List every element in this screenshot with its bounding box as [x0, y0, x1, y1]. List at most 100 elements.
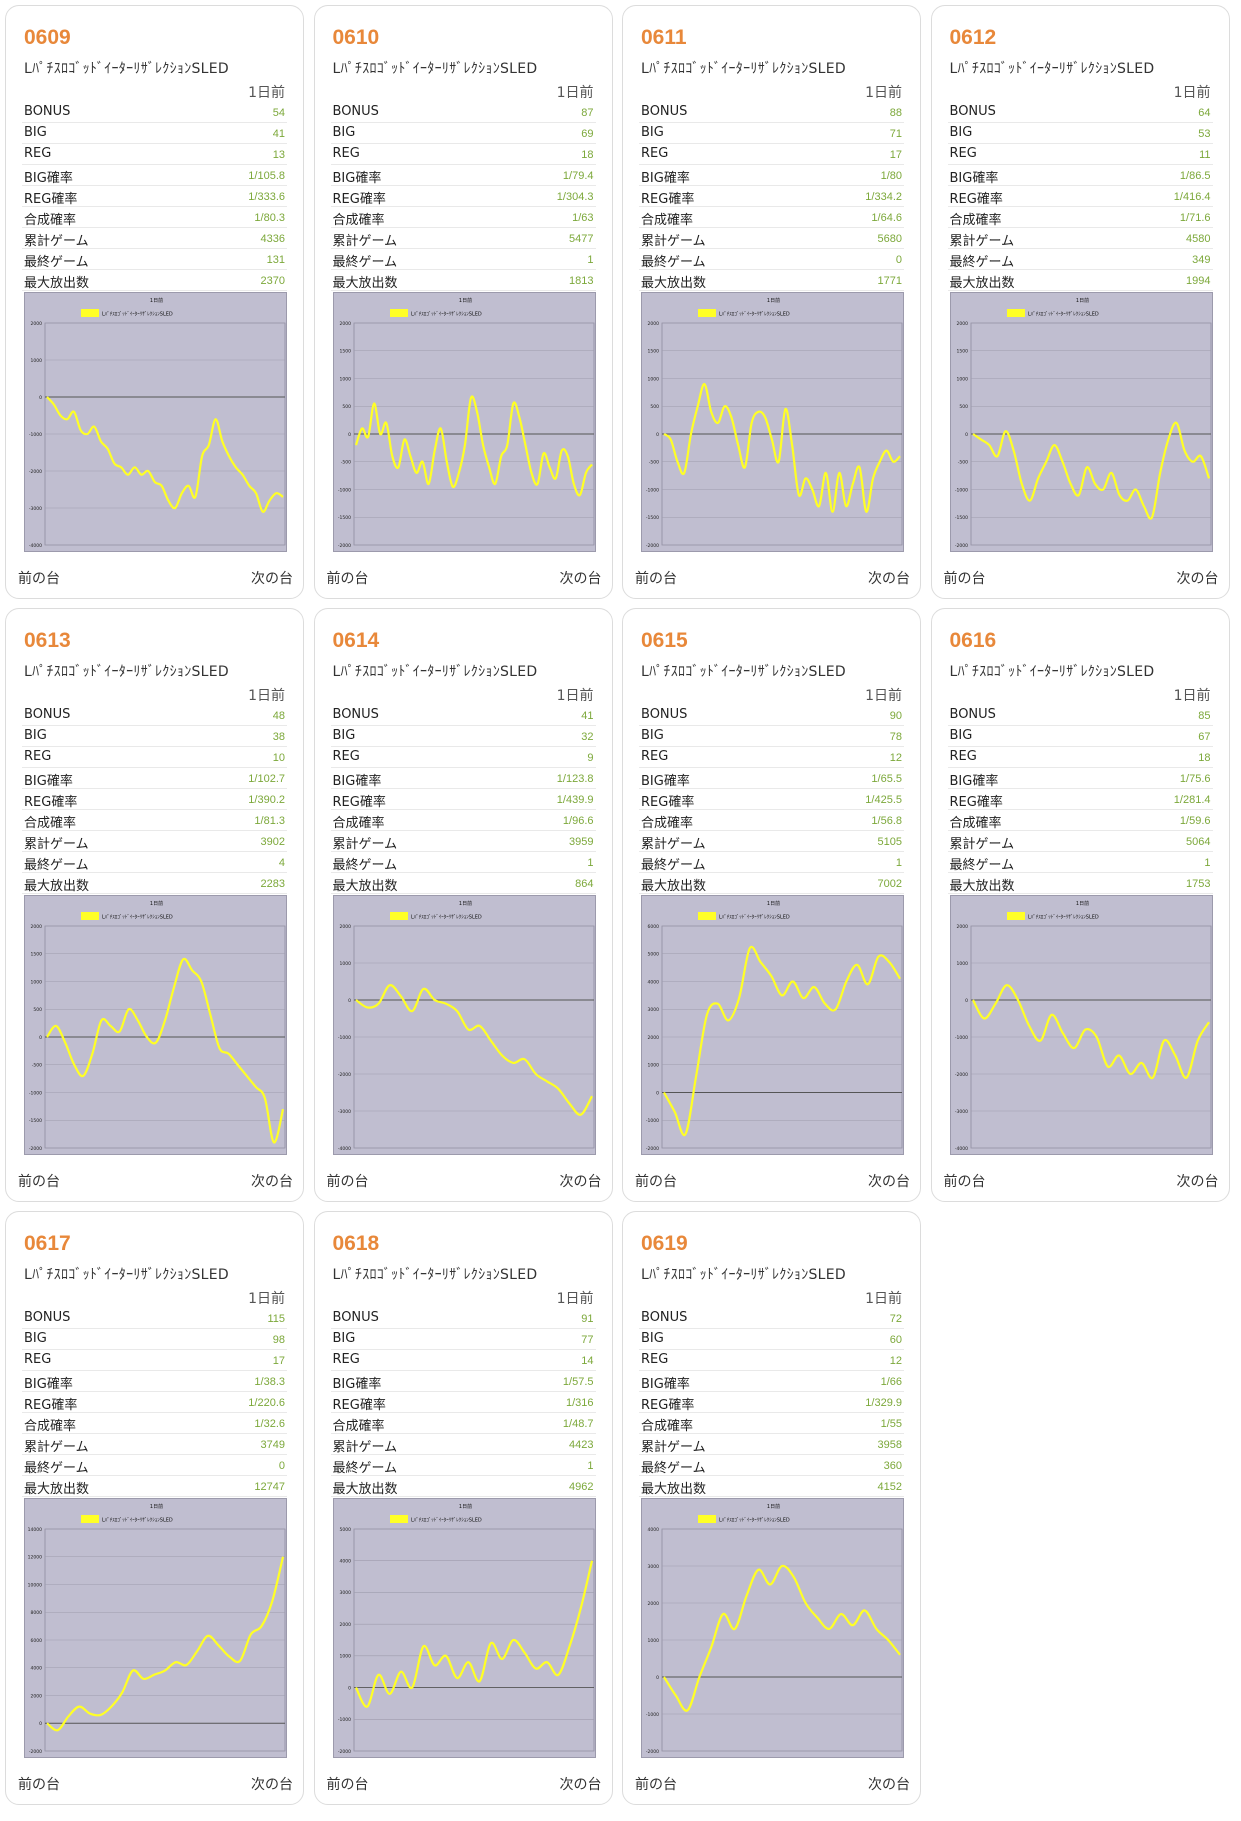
y-tick-label: 0: [39, 1035, 42, 1041]
stat-row-reg-rate: REG確率 1/416.4: [947, 186, 1213, 207]
machine-card[interactable]: 0609 LﾊﾟﾁｽﾛｺﾞｯﾄﾞｲｰﾀｰﾘｻﾞﾚｸｼｮﾝSLED 1日前 BONUS 5…: [5, 5, 304, 599]
next-machine-link[interactable]: 次の台: [559, 571, 602, 587]
y-tick-label: 2000: [956, 924, 968, 930]
stat-label: REG: [949, 146, 977, 161]
stat-value: 1/105.8: [248, 170, 285, 182]
machine-card[interactable]: 0617 LﾊﾟﾁｽﾛｺﾞｯﾄﾞｲｰﾀｰﾘｻﾞﾚｸｼｮﾝSLED 1日前 BONUS 1…: [5, 1211, 304, 1805]
machine-card[interactable]: 0610 LﾊﾟﾁｽﾛｺﾞｯﾄﾞｲｰﾀｰﾘｻﾞﾚｸｼｮﾝSLED 1日前 BONUS 8…: [313, 5, 613, 599]
stat-value: 1/75.6: [1179, 773, 1211, 785]
stat-row-max-payout: 最大放出数 12747: [22, 1476, 287, 1497]
machine-number[interactable]: 0614: [332, 629, 380, 652]
next-machine-link[interactable]: 次の台: [1176, 571, 1219, 587]
stat-row-reg: REG 9: [330, 747, 596, 768]
stat-label: 累計ゲーム: [332, 1440, 398, 1455]
machine-card[interactable]: 0615 LﾊﾟﾁｽﾛｺﾞｯﾄﾞｲｰﾀｰﾘｻﾞﾚｸｼｮﾝSLED 1日前 BONUS 9…: [622, 608, 921, 1202]
stat-value: 1: [895, 857, 902, 869]
y-tick-label: -3000: [29, 506, 42, 512]
machine-card[interactable]: 0613 LﾊﾟﾁｽﾛｺﾞｯﾄﾞｲｰﾀｰﾘｻﾞﾚｸｼｮﾝSLED 1日前 BONUS 4…: [5, 608, 304, 1202]
machine-card[interactable]: 0611 LﾊﾟﾁｽﾛｺﾞｯﾄﾞｲｰﾀｰﾘｻﾞﾚｸｼｮﾝSLED 1日前 BONUS 8…: [622, 5, 921, 599]
next-machine-link[interactable]: 次の台: [251, 571, 293, 587]
stat-label: 最大放出数: [949, 879, 1015, 894]
machine-number[interactable]: 0616: [949, 629, 997, 652]
prev-machine-link[interactable]: 前の台: [18, 1777, 60, 1793]
next-machine-link[interactable]: 次の台: [1176, 1174, 1219, 1190]
series-line: [354, 1560, 593, 1708]
prev-machine-link[interactable]: 前の台: [326, 1174, 369, 1190]
y-tick-label: -1000: [954, 487, 967, 493]
next-machine-link[interactable]: 次の台: [559, 1777, 602, 1793]
machine-card[interactable]: 0612 LﾊﾟﾁｽﾛｺﾞｯﾄﾞｲｰﾀｰﾘｻﾞﾚｸｼｮﾝSLED 1日前 BONUS 6…: [930, 5, 1230, 599]
machine-card[interactable]: 0614 LﾊﾟﾁｽﾛｺﾞｯﾄﾞｲｰﾀｰﾘｻﾞﾚｸｼｮﾝSLED 1日前 BONUS 4…: [313, 608, 613, 1202]
y-tick-label: -2000: [954, 1072, 967, 1078]
stat-row-reg-rate: REG確率 1/334.2: [639, 186, 904, 207]
y-tick-label: -1000: [337, 487, 350, 493]
stat-row-last-game: 最終ゲーム 1: [330, 249, 596, 270]
stat-label: BIG確率: [641, 774, 690, 789]
stat-row-reg-rate: REG確率 1/390.2: [22, 789, 287, 810]
prev-machine-link[interactable]: 前の台: [635, 571, 677, 587]
stat-label: BIG確率: [949, 774, 999, 789]
stat-label: 最終ゲーム: [332, 1461, 398, 1476]
machine-card[interactable]: 0619 LﾊﾟﾁｽﾛｺﾞｯﾄﾞｲｰﾀｰﾘｻﾞﾚｸｼｮﾝSLED 1日前 BONUS 7…: [622, 1211, 921, 1805]
prev-machine-link[interactable]: 前の台: [635, 1777, 677, 1793]
machine-number[interactable]: 0615: [641, 629, 688, 652]
machine-number[interactable]: 0609: [24, 26, 71, 49]
machine-card[interactable]: 0618 LﾊﾟﾁｽﾛｺﾞｯﾄﾞｲｰﾀｰﾘｻﾞﾚｸｼｮﾝSLED 1日前 BONUS 9…: [313, 1211, 613, 1805]
machine-number[interactable]: 0613: [24, 629, 71, 652]
stat-value: 12747: [254, 1481, 285, 1493]
prev-machine-link[interactable]: 前の台: [326, 571, 369, 587]
stat-value: 1/81.3: [254, 815, 285, 827]
stat-row-big-rate: BIG確率 1/79.4: [330, 165, 596, 186]
stat-label: REG確率: [641, 192, 695, 207]
stats-table: BONUS 88 BIG 71 REG 17 BIG確率 1/80 REG確率 1/334.2 合成…: [639, 102, 904, 291]
stat-label: 最大放出数: [24, 1482, 90, 1497]
stat-value: 349: [1192, 254, 1211, 266]
y-tick-label: -3000: [954, 1109, 967, 1115]
y-tick-label: 500: [650, 404, 659, 410]
next-machine-link[interactable]: 次の台: [868, 571, 910, 587]
prev-machine-link[interactable]: 前の台: [635, 1174, 677, 1190]
machine-number[interactable]: 0619: [641, 1232, 688, 1255]
next-machine-link[interactable]: 次の台: [868, 1174, 910, 1190]
machine-number[interactable]: 0610: [332, 26, 380, 49]
chart-svg: 1日前 LﾊﾟﾁｽﾛｺﾞｯﾄﾞｲｰﾀｰﾘｻﾞﾚｸｼｮﾝSLED 5000 4000 30…: [337, 1503, 594, 1755]
stat-label: REG: [949, 749, 977, 764]
stat-label: 累計ゲーム: [24, 234, 89, 249]
stat-row-bonus: BONUS 91: [330, 1308, 596, 1329]
chart-title: 1日前: [1075, 297, 1088, 304]
y-tick-label: -2000: [646, 1146, 659, 1152]
next-machine-link[interactable]: 次の台: [559, 1174, 602, 1190]
machine-model: LﾊﾟﾁｽﾛｺﾞｯﾄﾞｲｰﾀｰﾘｻﾞﾚｸｼｮﾝSLED: [641, 664, 847, 680]
stat-label: BIG: [24, 1331, 47, 1346]
machine-card[interactable]: 0616 LﾊﾟﾁｽﾛｺﾞｯﾄﾞｲｰﾀｰﾘｻﾞﾚｸｼｮﾝSLED 1日前 BONUS 8…: [930, 608, 1230, 1202]
machine-number[interactable]: 0618: [332, 1232, 380, 1255]
prev-machine-link[interactable]: 前の台: [943, 571, 986, 587]
next-machine-link[interactable]: 次の台: [868, 1777, 910, 1793]
prev-machine-link[interactable]: 前の台: [326, 1777, 369, 1793]
machine-number[interactable]: 0617: [24, 1232, 71, 1255]
y-tick-label: 1000: [31, 979, 43, 985]
stat-value: 4580: [1186, 233, 1211, 245]
stat-value: 3749: [260, 1439, 285, 1451]
chart-title: 1日前: [458, 1503, 471, 1510]
stat-value: 1/390.2: [248, 794, 285, 806]
day-label: 1日前: [1173, 85, 1211, 101]
prev-machine-link[interactable]: 前の台: [18, 571, 60, 587]
stat-row-bonus: BONUS 54: [22, 102, 287, 123]
machine-number[interactable]: 0612: [949, 26, 997, 49]
next-machine-link[interactable]: 次の台: [251, 1777, 293, 1793]
stat-label: BONUS: [949, 707, 996, 722]
machine-number[interactable]: 0611: [641, 26, 687, 49]
stat-value: 1: [587, 857, 594, 869]
stat-label: BIG確率: [332, 774, 382, 789]
stat-label: 累計ゲーム: [949, 234, 1015, 249]
stat-label: 最終ゲーム: [641, 255, 706, 270]
prev-machine-link[interactable]: 前の台: [18, 1174, 60, 1190]
next-machine-link[interactable]: 次の台: [251, 1174, 293, 1190]
stat-label: 最大放出数: [641, 1482, 707, 1497]
stat-value: 4336: [260, 233, 285, 245]
stat-value: 7002: [877, 878, 902, 890]
stat-row-big: BIG 78: [639, 726, 904, 747]
stat-row-total-games: 累計ゲーム 5680: [639, 228, 904, 249]
prev-machine-link[interactable]: 前の台: [943, 1174, 986, 1190]
